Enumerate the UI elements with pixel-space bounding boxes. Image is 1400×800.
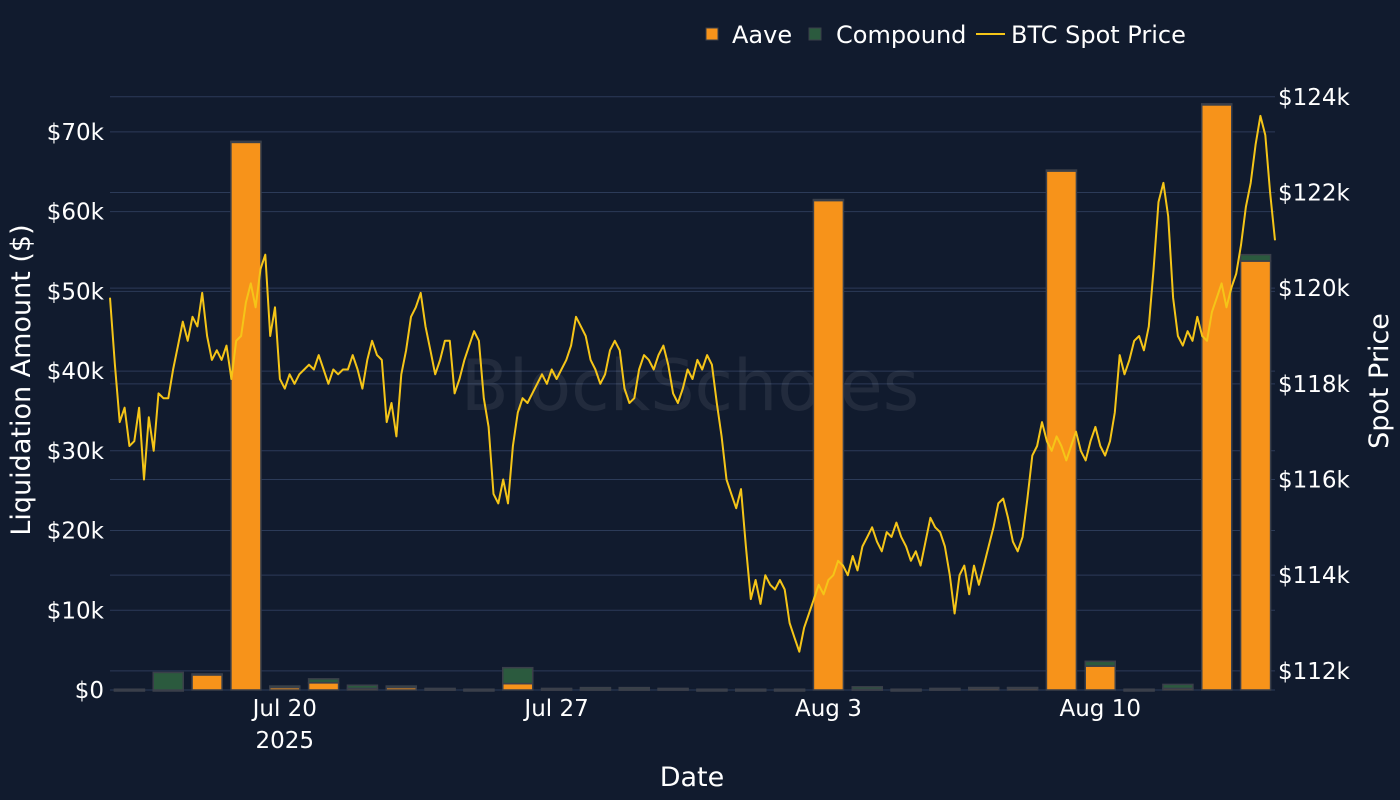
legend-swatch [808, 27, 822, 41]
bar-aave [307, 682, 340, 691]
y-tick-label: $60k [47, 200, 105, 226]
bar-aave [1045, 169, 1078, 691]
bar-aave [191, 673, 223, 691]
bar-layer [113, 103, 1272, 692]
x-tick-label: Aug 3 [795, 696, 862, 722]
bar-compound [1006, 686, 1039, 690]
bar-compound [152, 671, 184, 691]
legend-item-compound[interactable]: Compound [808, 21, 966, 49]
y2-tick-label: $116k [1278, 468, 1351, 494]
y-tick-label: $50k [47, 279, 105, 305]
bar-compound [579, 686, 612, 690]
bar-compound [812, 198, 845, 202]
bar-aave [812, 198, 845, 691]
legend-label: Compound [836, 21, 966, 49]
bar-compound [1239, 253, 1272, 262]
line-layer [109, 114, 1276, 653]
bar-compound [618, 686, 650, 690]
y2-tick-label: $112k [1278, 659, 1351, 685]
bar-compound [735, 688, 767, 691]
bar-compound [540, 687, 573, 691]
x-tick-label: Aug 10 [1060, 696, 1142, 722]
bar-compound [657, 687, 689, 691]
y2-axis-ticks: $112k $114k $116k $118k $120k $122k $124k [1278, 85, 1351, 685]
bar-compound [929, 687, 961, 691]
bar-compound [851, 686, 883, 690]
y2-tick-label: $124k [1278, 85, 1351, 111]
y-axis-ticks: $0 $10k $20k $30k $40k $50k $60k $70k [47, 120, 105, 704]
btc-spot-price-line [109, 114, 1276, 653]
bar-compound [1084, 660, 1116, 667]
x-tick-label: Jul 27 [522, 696, 588, 722]
bar-compound [346, 684, 379, 690]
bar-aave [1084, 665, 1116, 691]
y2-tick-label: $114k [1278, 563, 1351, 589]
watermark: BlockScholes [461, 345, 919, 427]
grid-layer [110, 96, 1275, 691]
bar-compound [230, 140, 262, 144]
legend-label: Aave [732, 21, 792, 49]
y-tick-label: $30k [47, 439, 105, 465]
y2-tick-label: $118k [1278, 372, 1351, 398]
bar-compound [696, 688, 728, 691]
bar-aave [502, 682, 534, 691]
legend-label: BTC Spot Price [1011, 21, 1186, 49]
bar-compound [502, 666, 534, 685]
bar-compound [1162, 683, 1194, 690]
legend-item-btc-spot-price[interactable]: BTC Spot Price [976, 21, 1186, 49]
bar-compound [1201, 103, 1233, 106]
bar-compound [385, 685, 417, 689]
x-tick-sublabel: 2025 [255, 728, 314, 754]
bar-compound [191, 673, 223, 676]
bar-compound [890, 688, 922, 691]
bar-compound [1045, 169, 1078, 172]
x-axis-ticks: Jul 20 2025 Jul 27 Aug 3 Aug 10 [251, 696, 1141, 754]
bar-compound [269, 685, 301, 689]
bar-compound [307, 678, 340, 684]
y2-tick-label: $122k [1278, 180, 1351, 206]
x-axis-title: Date [660, 762, 725, 793]
y2-tick-label: $120k [1278, 276, 1351, 302]
bar-compound [968, 686, 1000, 690]
y-tick-label: $10k [47, 598, 105, 624]
bar-compound [424, 687, 456, 691]
bar-compound [1123, 688, 1155, 691]
bar-aave [230, 140, 262, 691]
y-tick-label: $40k [47, 359, 105, 385]
y-tick-label: $20k [47, 519, 105, 545]
legend-swatch [705, 27, 719, 41]
y-tick-label: $0 [75, 678, 104, 704]
x-tick-label: Jul 20 [251, 696, 317, 722]
y-tick-label: $70k [47, 120, 105, 146]
bar-aave [1239, 260, 1272, 691]
bar-aave [1201, 103, 1233, 691]
legend-item-aave[interactable]: Aave [705, 21, 792, 49]
bar-compound [113, 688, 146, 691]
y-axis-title: Liquidation Amount ($) [6, 224, 37, 535]
bar-compound [773, 688, 806, 691]
bar-compound [463, 688, 495, 691]
y2-axis-title: Spot Price [1364, 313, 1395, 449]
legend[interactable]: Aave Compound BTC Spot Price [705, 21, 1186, 49]
